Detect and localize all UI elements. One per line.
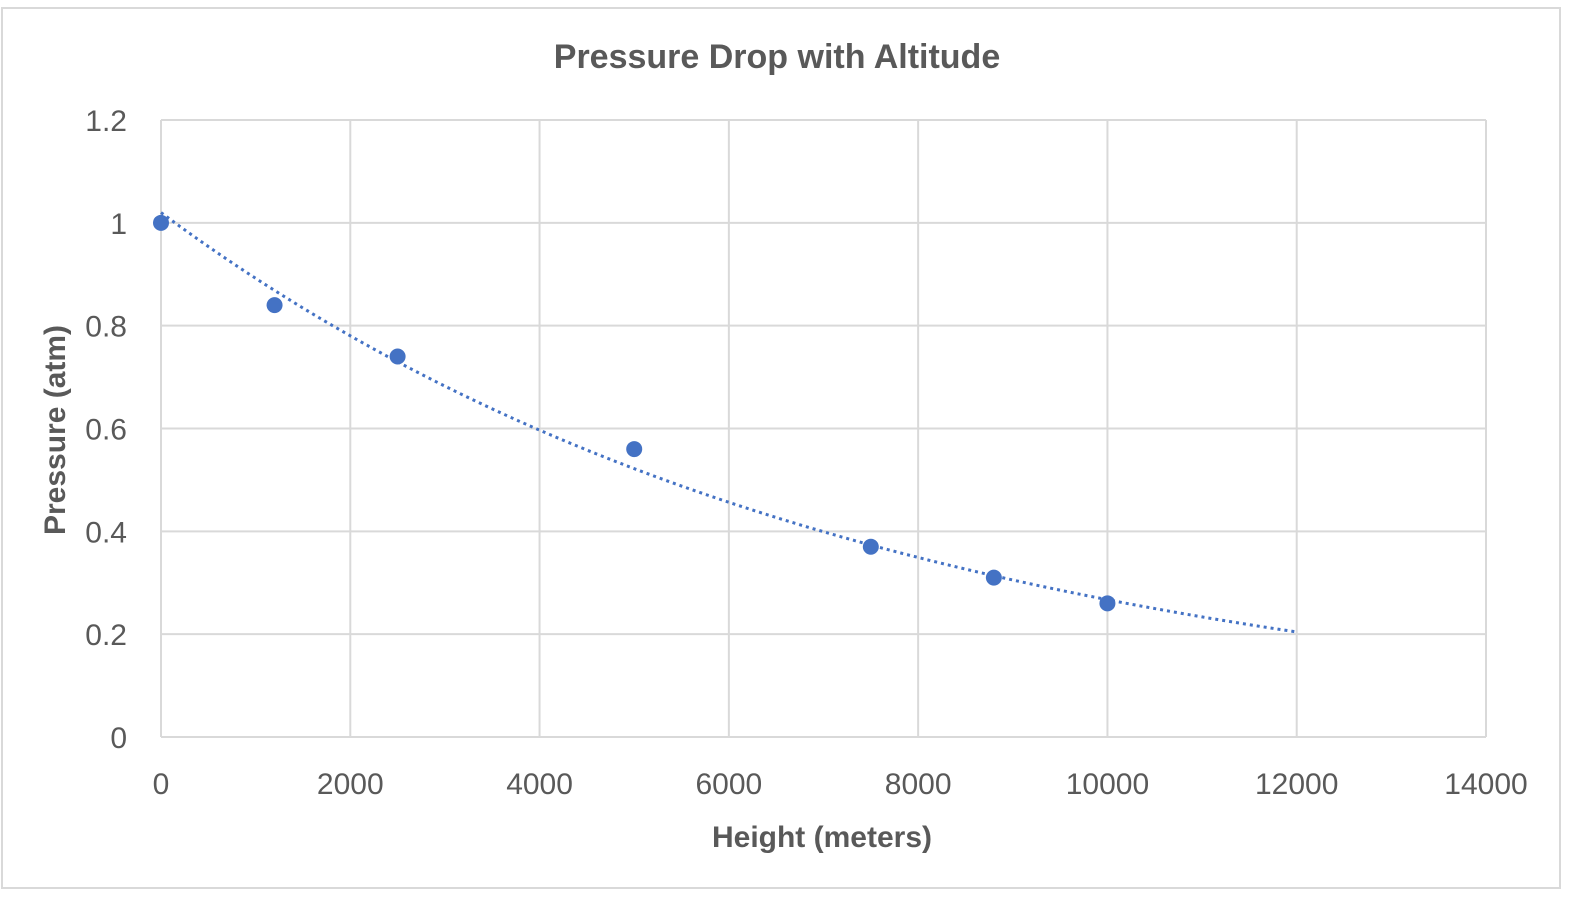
x-tick-label: 8000 [885,768,952,801]
y-tick-label: 0.8 [85,311,127,344]
x-tick-label: 14000 [1444,768,1527,801]
y-tick-label: 0.4 [85,516,127,549]
data-point [626,441,643,458]
y-tick-label: 0.2 [85,619,127,652]
data-point [266,297,283,314]
x-tick-label: 4000 [506,768,573,801]
data-point [1099,595,1116,612]
data-points [153,214,1116,612]
y-tick-label: 0.6 [85,414,127,447]
y-axis-title: Pressure (atm) [39,325,72,535]
x-axis-title: Height (meters) [712,821,932,854]
x-tick-label: 2000 [317,768,384,801]
chart-frame [1,7,1561,889]
x-tick-label: 0 [153,768,170,801]
x-tick-label: 6000 [695,768,762,801]
y-tick-label: 1.2 [85,105,127,138]
x-tick-label: 12000 [1255,768,1338,801]
y-tick-label: 1 [110,208,127,241]
x-tick-label: 10000 [1066,768,1149,801]
data-point [153,214,169,231]
data-point [985,569,1002,586]
chart-title: Pressure Drop with Altitude [554,38,1000,76]
y-tick-label: 0 [110,722,127,755]
gridlines [161,119,1487,737]
data-point [389,348,406,365]
tick-labels: 0 0.2 0.4 0.6 0.8 1 1.2 0 2000 4000 6000 8000 10000 1… [85,105,1527,801]
data-point [862,538,879,555]
